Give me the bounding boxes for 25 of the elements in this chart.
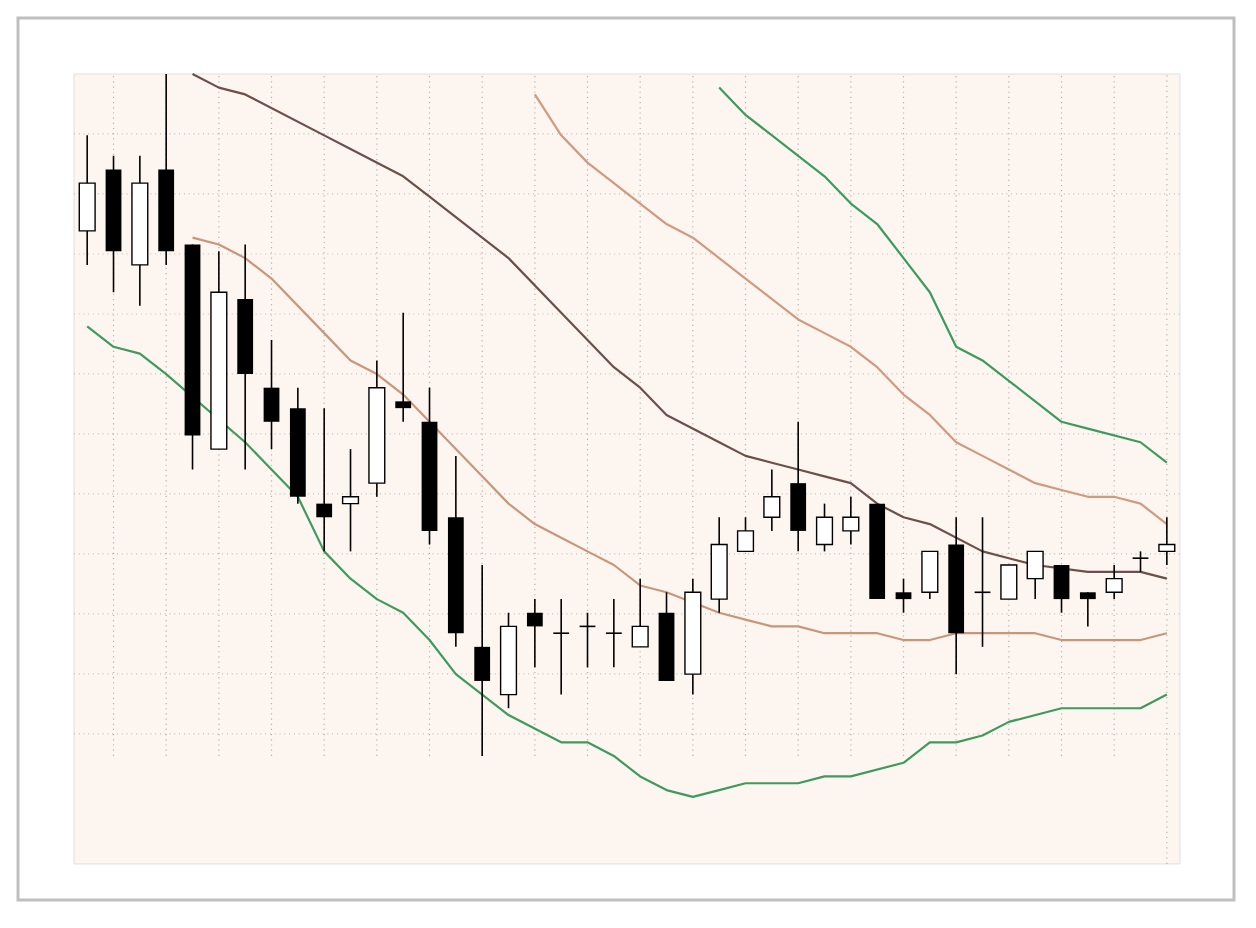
candlestick bbox=[605, 598, 623, 669]
candlestick bbox=[474, 564, 491, 757]
candlestick bbox=[316, 407, 333, 553]
candlestick bbox=[921, 550, 939, 600]
candlestick bbox=[395, 311, 412, 423]
candlestick bbox=[1053, 564, 1070, 614]
candlestick bbox=[631, 577, 649, 648]
candlestick bbox=[790, 420, 807, 553]
candlestick bbox=[78, 134, 96, 266]
candlestick bbox=[736, 516, 755, 553]
candlestick bbox=[263, 339, 280, 450]
candlestick bbox=[552, 598, 570, 696]
candlestick bbox=[1026, 550, 1044, 600]
candlestick bbox=[763, 468, 781, 532]
candlestick bbox=[1000, 564, 1018, 600]
candlestick bbox=[341, 448, 360, 553]
candlestick bbox=[815, 502, 834, 553]
candlestick bbox=[842, 496, 860, 546]
candlestick bbox=[1105, 564, 1123, 600]
candlestick bbox=[895, 577, 912, 614]
candlestick bbox=[973, 516, 992, 648]
candlestick bbox=[1158, 516, 1176, 566]
candlestick bbox=[1131, 550, 1150, 573]
candlestick bbox=[526, 598, 543, 669]
candlestick bbox=[1079, 591, 1096, 628]
